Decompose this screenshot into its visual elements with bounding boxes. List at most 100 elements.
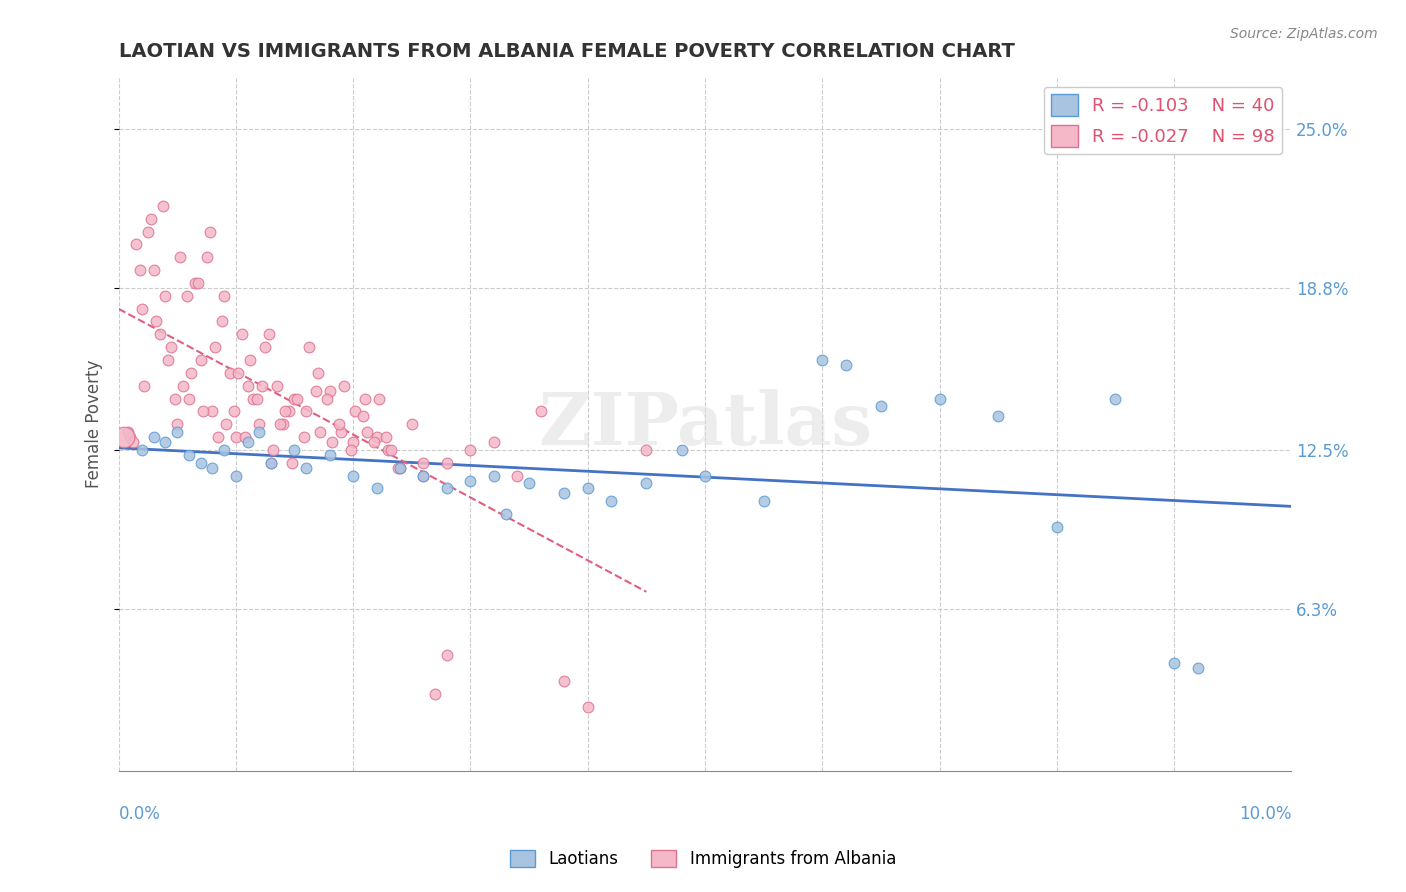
- Point: [136, 225, 159, 239]
- Point: [283, 392, 305, 406]
- Point: [811, 353, 834, 368]
- Point: [271, 417, 294, 432]
- Point: [212, 289, 235, 303]
- Point: [190, 353, 212, 368]
- Point: [131, 442, 153, 457]
- Point: [201, 404, 224, 418]
- Point: [215, 417, 238, 432]
- Point: [239, 353, 262, 368]
- Point: [309, 425, 332, 439]
- Point: [114, 430, 136, 444]
- Point: [436, 456, 458, 470]
- Point: [412, 468, 434, 483]
- Point: [163, 392, 186, 406]
- Point: [274, 404, 297, 418]
- Point: [277, 404, 299, 418]
- Point: [269, 417, 291, 432]
- Point: [304, 384, 326, 398]
- Point: [260, 456, 283, 470]
- Point: [195, 250, 218, 264]
- Point: [176, 289, 198, 303]
- Text: 0.0%: 0.0%: [118, 805, 160, 823]
- Point: [191, 404, 214, 418]
- Point: [353, 392, 375, 406]
- Point: [120, 430, 142, 444]
- Point: [1163, 656, 1185, 670]
- Point: [387, 460, 409, 475]
- Point: [332, 378, 354, 392]
- Point: [482, 435, 505, 450]
- Point: [250, 378, 273, 392]
- Point: [460, 474, 482, 488]
- Point: [425, 687, 447, 701]
- Point: [297, 340, 319, 354]
- Point: [266, 378, 288, 392]
- Point: [156, 353, 179, 368]
- Point: [222, 404, 245, 418]
- Point: [134, 378, 156, 392]
- Point: [177, 392, 200, 406]
- Point: [600, 494, 623, 508]
- Point: [225, 430, 247, 444]
- Point: [177, 448, 200, 462]
- Point: [292, 430, 315, 444]
- Point: [530, 404, 553, 418]
- Point: [517, 476, 540, 491]
- Point: [231, 327, 253, 342]
- Text: LAOTIAN VS IMMIGRANTS FROM ALBANIA FEMALE POVERTY CORRELATION CHART: LAOTIAN VS IMMIGRANTS FROM ALBANIA FEMAL…: [118, 42, 1015, 61]
- Point: [366, 430, 388, 444]
- Point: [204, 340, 226, 354]
- Point: [233, 430, 256, 444]
- Point: [236, 435, 259, 450]
- Point: [131, 301, 153, 316]
- Point: [460, 442, 482, 457]
- Point: [344, 404, 367, 418]
- Point: [671, 442, 693, 457]
- Point: [401, 417, 423, 432]
- Point: [342, 435, 364, 450]
- Point: [412, 468, 434, 483]
- Point: [211, 314, 233, 328]
- Point: [339, 442, 361, 457]
- Point: [436, 648, 458, 663]
- Point: [352, 409, 374, 424]
- Point: [318, 448, 340, 462]
- Point: [987, 409, 1010, 424]
- Point: [636, 476, 658, 491]
- Point: [316, 392, 339, 406]
- Point: [380, 442, 402, 457]
- Point: [281, 456, 304, 470]
- Point: [576, 699, 599, 714]
- Point: [142, 263, 165, 277]
- Point: [262, 442, 284, 457]
- Point: [330, 425, 353, 439]
- Point: [128, 263, 150, 277]
- Point: [141, 211, 163, 226]
- Point: [169, 250, 191, 264]
- Point: [198, 225, 221, 239]
- Point: [145, 314, 167, 328]
- Point: [1187, 661, 1209, 675]
- Point: [172, 378, 194, 392]
- Point: [328, 417, 350, 432]
- Point: [356, 425, 378, 439]
- Point: [285, 392, 308, 406]
- Point: [187, 276, 209, 290]
- Point: [318, 384, 340, 398]
- Point: [436, 481, 458, 495]
- Point: [225, 468, 247, 483]
- Point: [295, 460, 318, 475]
- Point: [152, 199, 174, 213]
- Point: [412, 456, 434, 470]
- Point: [576, 481, 599, 495]
- Point: [201, 460, 224, 475]
- Point: [180, 366, 202, 380]
- Point: [207, 430, 229, 444]
- Point: [870, 399, 893, 413]
- Point: [377, 442, 399, 457]
- Point: [553, 673, 575, 688]
- Point: [247, 425, 270, 439]
- Legend: Laotians, Immigrants from Albania: Laotians, Immigrants from Albania: [503, 843, 903, 875]
- Point: [752, 494, 775, 508]
- Point: [166, 417, 188, 432]
